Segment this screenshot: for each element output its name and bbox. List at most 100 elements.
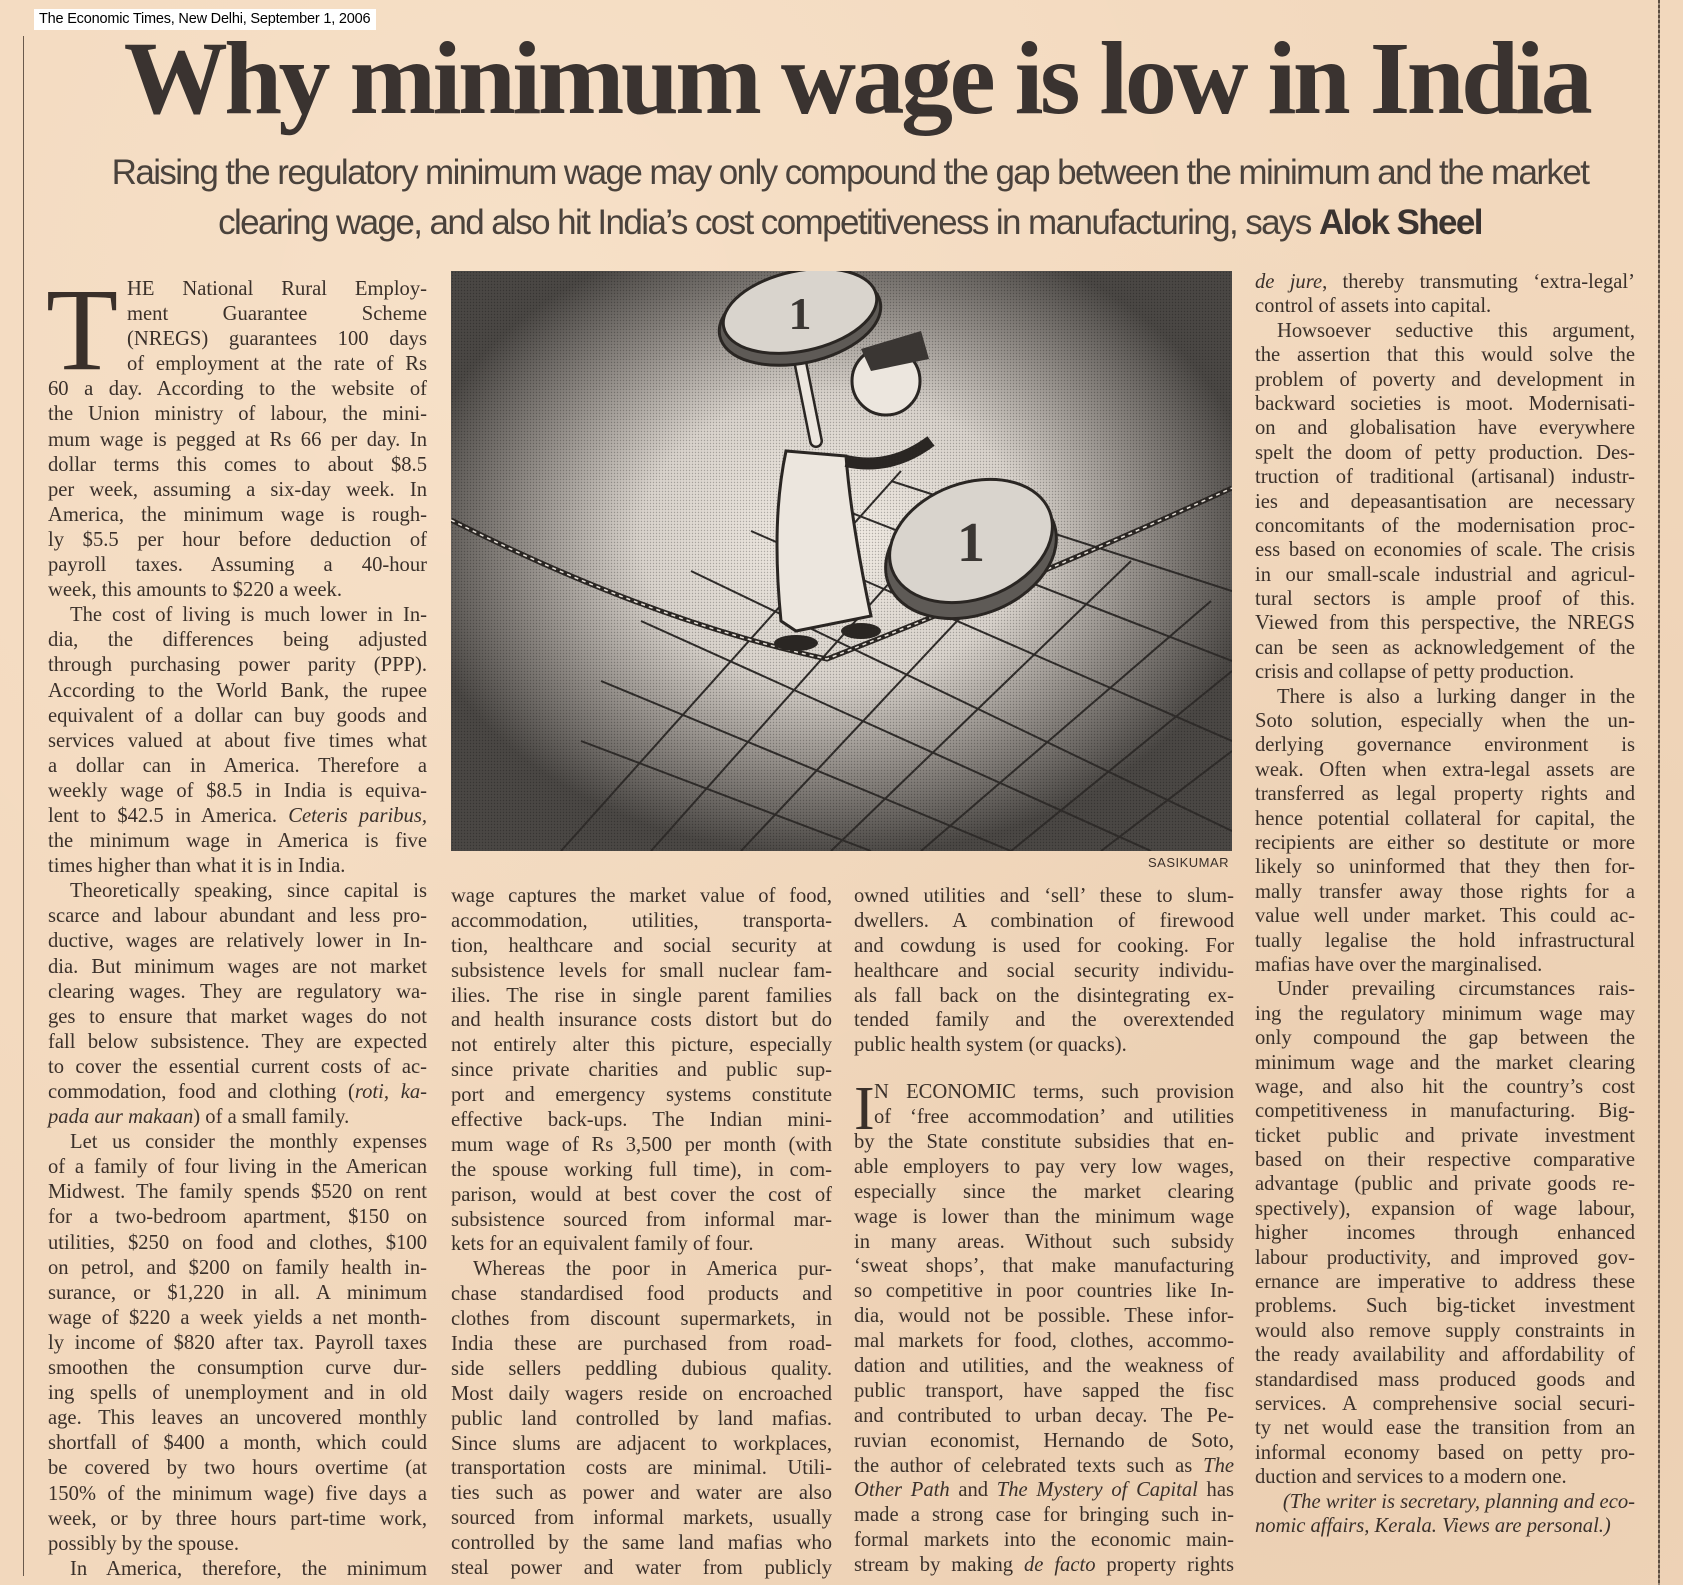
text-line: clothes from discount supermarkets, in (451, 1308, 832, 1331)
text-line: Whereas the poor in America pur- (473, 1258, 832, 1281)
text-line: America, the minimum wage is rough- (48, 503, 427, 526)
text-line: ruvian economist, Hernando de Soto, (854, 1429, 1234, 1452)
text-line: be covered by two hours overtime (at (48, 1457, 427, 1480)
text-line: ment Guarantee Scheme (127, 303, 427, 326)
article-column-3: owned utilities and ‘sell’ these to slum… (854, 884, 1234, 1578)
text-line: HE National Rural Employ- (127, 278, 427, 300)
italic-text: Other Path (854, 1479, 950, 1502)
text-line: Most daily wagers reside on encroached (451, 1382, 832, 1405)
text-line: pada aur makaan) of a small family. (48, 1105, 427, 1130)
text-line: tion, healthcare and social security at (451, 934, 832, 957)
text-line: chase standardised food products and (451, 1283, 832, 1306)
text-line: fall below subsistence. They are expecte… (48, 1030, 427, 1053)
text-line: ilies. The rise in single parent familie… (451, 984, 832, 1007)
text-line: informal economy based on petty pro- (1255, 1441, 1635, 1464)
text-line: N ECONOMIC terms, such provision (874, 1081, 1234, 1104)
text-line: concomitants of the modernisation proc- (1255, 514, 1635, 537)
text-line: side sellers peddling dubious quality. (451, 1357, 832, 1380)
text-line: lent to $42.5 in America. Ceteris paribu… (48, 804, 427, 829)
text-line: ductive, wages are relatively lower in I… (48, 930, 427, 953)
text-line: subsistence levels for small nuclear fam… (451, 959, 832, 982)
text-line: competitiveness in manufacturing. Big- (1255, 1100, 1635, 1123)
text-line: de jure, thereby transmuting ‘extra-lega… (1255, 270, 1635, 294)
text-line: in our small-scale industrial and agricu… (1255, 563, 1635, 586)
text-segment: has (1197, 1479, 1234, 1502)
text-line: can be seen as acknowledgement of the (1255, 636, 1635, 659)
text-line: times higher than what it is in India. (48, 855, 346, 878)
tightrope-highlight (450, 487, 1233, 660)
text-line: ess based on economies of scale. The cri… (1255, 539, 1635, 562)
text-line: kets for an equivalent family of four. (451, 1233, 754, 1256)
italic-text: The (1203, 1454, 1234, 1477)
text-segment: ) of a small family. (193, 1106, 350, 1129)
text-line: als fall back on the disintegrating ex- (854, 984, 1234, 1007)
text-line: public health system (or quacks). (854, 1034, 1127, 1057)
text-line: the spouse working full time), in com- (451, 1158, 832, 1181)
text-line: on petrol, and $200 on family health in- (48, 1256, 427, 1279)
text-segment: , thereby transmuting ‘extra-legal’ (1322, 271, 1635, 293)
text-line: mafias have over the marginalised. (1255, 953, 1543, 976)
paragraph: The cost of living is much lower in In-d… (48, 603, 427, 879)
text-line: mally transfer away those rights for a (1255, 880, 1635, 903)
text-line: by the State constitute subsidies that e… (854, 1131, 1234, 1154)
text-line: mum wage is pegged at Rs 66 per day. In (48, 428, 427, 451)
text-line: mal markets for food, clothes, accommo- (854, 1330, 1234, 1353)
column-rule-right (1658, 0, 1660, 1585)
paragraph: T HE National Rural Employ-ment Guarantee… (46, 271, 427, 603)
text-line: wage is lower than the minimum wage (854, 1205, 1234, 1228)
text-line: to cover the essential current costs of … (48, 1055, 427, 1078)
text-line: wage of $220 a week yields a net month- (48, 1306, 427, 1329)
text-line: ing the regulatory minimum wage may (1255, 1002, 1635, 1025)
text-line: 150% of the minimum wage) five days a (48, 1482, 427, 1505)
text-line: duction and services to a modern one. (1255, 1466, 1567, 1489)
rupee-coin-bottom: 1 (884, 477, 1058, 621)
text-line: In America, therefore, the minimum (70, 1557, 427, 1580)
text-line: tually legalise the hold infrastructural (1255, 929, 1635, 952)
text-line: backward societies is moot. Modernisati- (1255, 392, 1635, 415)
text-segment: property rights (1095, 1554, 1234, 1577)
deck-line-2-text: clearing wage, and also hit India’s cost… (218, 203, 1319, 242)
paragraph: In America, therefore, the minimum (48, 1557, 427, 1582)
text-line: derlying governance environment is (1255, 734, 1635, 757)
column-rule-left (23, 36, 24, 1576)
text-line: standardised mass produced goods and (1255, 1368, 1635, 1391)
text-line: on and globalisation have everywhere (1255, 417, 1635, 440)
text-line: would also remove supply constraints in (1255, 1319, 1635, 1342)
text-line: week, or by three hours part-time work, (48, 1507, 427, 1530)
text-line: per week, assuming a six-day week. In (48, 478, 427, 501)
text-line: age. This leaves an uncovered monthly (48, 1407, 427, 1430)
coin-denomination: 1 (789, 288, 812, 339)
text-line: minimum wage and the market clearing (1255, 1051, 1635, 1074)
text-line: and contributed to urban decay. The Pe- (854, 1404, 1234, 1427)
text-line: formal markets into the economic main- (854, 1529, 1234, 1552)
text-line: Soto solution, especially when the un- (1255, 710, 1635, 733)
text-line: recipients are either so destitute or mo… (1255, 831, 1635, 854)
text-line: only compound the gap between the (1255, 1027, 1635, 1050)
text-line: Under prevailing circumstances rais- (1277, 978, 1635, 1001)
text-line: Midwest. The family spends $520 on rent (48, 1181, 427, 1204)
text-line: spelt the doom of petty production. Des- (1255, 441, 1635, 464)
text-line: shortfall of $400 a month, which could (48, 1432, 427, 1455)
illustration: 1 1 (449, 267, 1234, 852)
text-line: services. A comprehensive social securi- (1255, 1392, 1635, 1415)
text-line: (NREGS) guarantees 100 days (127, 328, 427, 351)
text-line: likely so uninformed that they then for- (1255, 856, 1635, 879)
text-line: surance, or $1,220 in all. A minimum (48, 1281, 427, 1304)
text-line: transferred as legal property rights and (1255, 783, 1635, 806)
text-line: accommodation, utilities, transporta- (451, 909, 832, 932)
text-line: ies and depeasantisation are necessary (1255, 490, 1635, 513)
text-line: Let us consider the monthly expenses (70, 1131, 427, 1154)
text-line: ernance are imperative to address these (1255, 1271, 1635, 1294)
text-line: hence potential collateral for capital, … (1255, 807, 1635, 830)
text-line: steal power and water from publicly (451, 1557, 832, 1580)
text-line: tended family and the overextended (854, 1009, 1234, 1032)
text-line: made a strong case for bringing such in- (854, 1504, 1234, 1527)
paragraph: Whereas the poor in America pur-chase st… (451, 1257, 832, 1581)
text-line: effective back-ups. The Indian mini- (451, 1109, 832, 1132)
source-caption: The Economic Times, New Delhi, September… (34, 9, 377, 30)
text-line: in many areas. Without such subsidy (854, 1230, 1234, 1253)
text-line: stream by making de facto property right… (854, 1553, 1234, 1578)
text-line: the author of celebrated texts such as T… (854, 1454, 1234, 1479)
illustration-credit: SASIKUMAR (1148, 855, 1230, 870)
text-line: Viewed from this perspective, the NREGS (1255, 612, 1635, 635)
